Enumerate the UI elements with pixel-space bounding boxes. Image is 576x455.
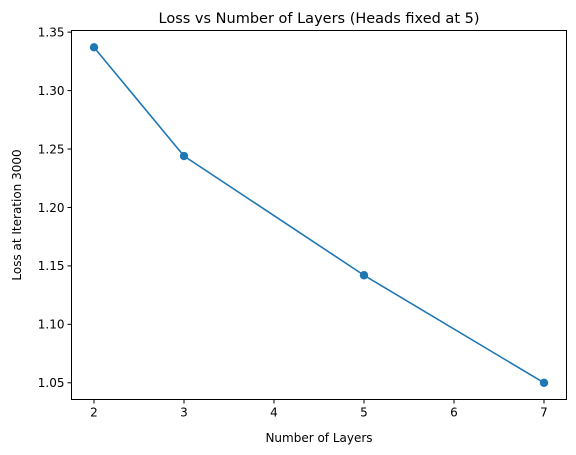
axes-frame bbox=[71, 30, 567, 400]
data-point bbox=[179, 151, 189, 161]
x-axis-label: Number of Layers bbox=[265, 431, 372, 445]
series-line bbox=[93, 46, 545, 384]
y-tick-label: 1.15 bbox=[38, 259, 65, 273]
y-axis: 1.05 1.10 1.15 1.20 1.25 1.30 1.35 bbox=[38, 25, 72, 390]
x-tick-label: 7 bbox=[540, 406, 548, 420]
x-tick-label: 3 bbox=[180, 406, 188, 420]
data-point bbox=[359, 271, 369, 280]
y-tick-label: 1.35 bbox=[38, 25, 65, 39]
x-tick-label: 2 bbox=[90, 406, 98, 420]
chart-title: Loss vs Number of Layers (Heads fixed at… bbox=[159, 11, 480, 27]
x-tick-label: 6 bbox=[450, 406, 458, 420]
y-tick-label: 1.05 bbox=[38, 376, 65, 390]
y-tick-label: 1.10 bbox=[38, 318, 65, 332]
y-tick-label: 1.25 bbox=[38, 142, 65, 156]
data-point bbox=[89, 43, 99, 52]
data-point bbox=[539, 378, 549, 387]
y-tick-label: 1.20 bbox=[38, 201, 65, 215]
y-tick-label: 1.30 bbox=[38, 84, 65, 98]
x-tick-label: 5 bbox=[360, 406, 368, 420]
x-axis: 2 3 4 5 6 7 bbox=[90, 399, 548, 420]
y-axis-label: Loss at Iteration 3000 bbox=[10, 149, 24, 280]
plot-area bbox=[89, 43, 549, 387]
x-tick-label: 4 bbox=[270, 406, 278, 420]
